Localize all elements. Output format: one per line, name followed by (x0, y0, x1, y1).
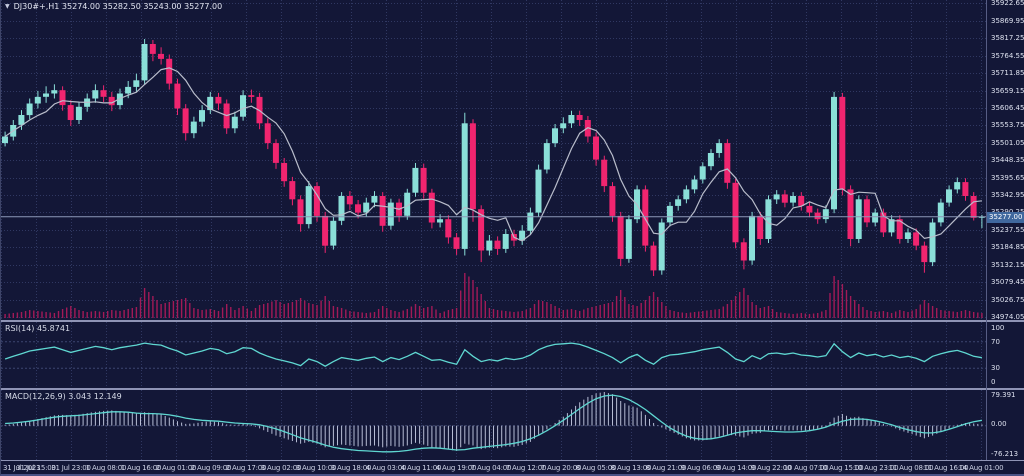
price-axis-label: 35922.65 (991, 0, 1024, 8)
time-axis-label: 8 Aug 05:00 (575, 464, 617, 472)
price-axis-label: 35764.55 (991, 51, 1024, 60)
chevron-down-icon[interactable]: ▼ (5, 3, 10, 10)
time-axis-label: 10 Aug 23:00 (853, 464, 899, 472)
rsi-indicator-chart[interactable] (1, 322, 986, 388)
price-axis-label: 35869.95 (991, 16, 1024, 25)
panel-separator[interactable] (1, 320, 1024, 322)
price-axis-label: 35237.55 (991, 225, 1024, 234)
time-axis-label: 10 Aug 07:00 (783, 464, 829, 472)
time-axis-label: 1 Aug 16:00 (120, 464, 162, 472)
price-axis-label: 35606.45 (991, 103, 1024, 112)
time-axis-label: 3 Aug 10:00 (295, 464, 337, 472)
main-price-chart[interactable] (1, 0, 986, 320)
panel-separator (1, 460, 1024, 461)
macd-axis-label: -76.213 (991, 450, 1019, 458)
price-axis-divider (986, 0, 987, 460)
macd-indicator-chart[interactable] (1, 390, 986, 460)
price-axis-label: 35184.85 (991, 243, 1024, 252)
macd-axis-label: 0.00 (991, 420, 1007, 428)
price-axis-label: 35026.75 (991, 295, 1024, 304)
time-axis-label: 4 Aug 03:00 (365, 464, 407, 472)
time-axis-label: 9 Aug 06:00 (680, 464, 722, 472)
time-axis-label: 11 Aug 16:00 (923, 464, 969, 472)
price-axis-label: 35817.25 (991, 34, 1024, 43)
price-axis-label: 35342.95 (991, 191, 1024, 200)
time-axis-label: 1 Aug 08:00 (85, 464, 127, 472)
time-axis-label: 10 Aug 15:00 (818, 464, 864, 472)
price-axis-label: 35132.15 (991, 260, 1024, 269)
price-axis-label: 35659.15 (991, 86, 1024, 95)
time-axis-label: 3 Aug 02:00 (260, 464, 302, 472)
time-axis-label: 2 Aug 17:00 (225, 464, 267, 472)
price-axis-label: 35395.65 (991, 173, 1024, 182)
rsi-axis-label: 70 (991, 338, 1000, 346)
macd-indicator-label: MACD(12,26,9) 3.043 12.149 (5, 392, 122, 401)
time-axis-label: 4 Aug 11:00 (400, 464, 442, 472)
price-axis-label: 34974.05 (991, 312, 1024, 321)
price-axis-label: 35711.85 (991, 69, 1024, 78)
panel-separator[interactable] (1, 388, 1024, 390)
time-axis-label: 7 Aug 12:00 (505, 464, 547, 472)
time-axis-label: 11 Aug 08:00 (888, 464, 934, 472)
time-axis-label: 9 Aug 14:00 (715, 464, 757, 472)
time-axis-label: 7 Aug 20:00 (540, 464, 582, 472)
price-axis-label: 35501.05 (991, 138, 1024, 147)
price-axis-label: 35079.45 (991, 278, 1024, 287)
rsi-indicator-label: RSI(14) 45.8741 (5, 324, 71, 333)
time-axis-label: 31 Jul 2023 (3, 464, 41, 472)
price-axis-label: 35448.35 (991, 156, 1024, 165)
time-axis-label: 2 Aug 09:00 (190, 464, 232, 472)
time-axis-label: 31 Jul 15:00 (16, 464, 56, 472)
time-axis-label: 2 Aug 01:00 (155, 464, 197, 472)
time-axis-label: 7 Aug 04:00 (470, 464, 512, 472)
time-axis-label: 8 Aug 21:00 (645, 464, 687, 472)
time-axis-label: 9 Aug 22:00 (750, 464, 792, 472)
time-axis-label: 14 Aug 01:00 (958, 464, 1004, 472)
current-price-value: 35277.00 (989, 212, 1023, 221)
price-axis-label: 35553.75 (991, 121, 1024, 130)
rsi-axis-label: 30 (991, 364, 1000, 372)
time-axis-label: 8 Aug 13:00 (610, 464, 652, 472)
time-axis-label: 31 Jul 23:00 (51, 464, 91, 472)
symbol-ohlc-label: DJ30#+,H1 35274.00 35282.50 35243.00 352… (13, 2, 223, 11)
time-axis-label: 4 Aug 19:00 (435, 464, 477, 472)
current-price-tag: 35277.00 (987, 211, 1024, 223)
macd-axis-label: 79.391 (991, 391, 1016, 399)
rsi-axis-label: 0 (991, 378, 996, 386)
time-axis-label: 3 Aug 18:00 (330, 464, 372, 472)
rsi-axis-label: 100 (991, 324, 1005, 332)
symbol-bar[interactable]: ▼ DJ30#+,H1 35274.00 35282.50 35243.00 3… (5, 2, 222, 11)
